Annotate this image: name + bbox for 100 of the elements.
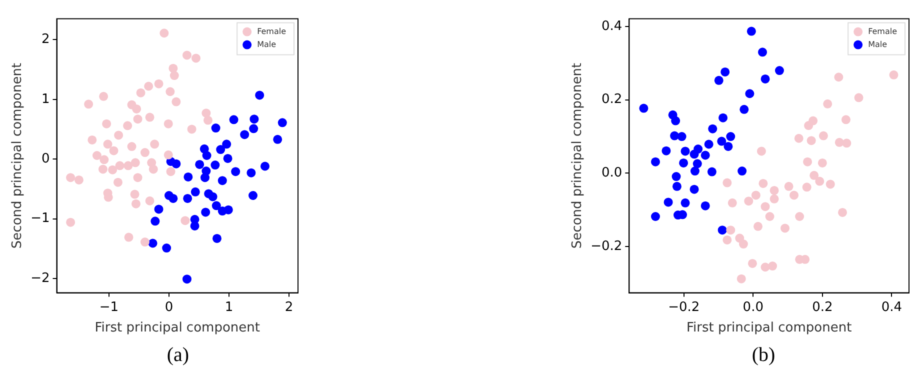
point (718, 226, 727, 235)
point (736, 274, 746, 284)
y-tick-label: 0.2 (601, 92, 622, 108)
point (210, 160, 220, 170)
point (690, 166, 700, 176)
point (748, 258, 757, 268)
point (160, 28, 169, 38)
point (724, 142, 733, 151)
point (130, 158, 140, 168)
point (720, 67, 730, 76)
point (208, 192, 218, 202)
text: (b) (750, 344, 776, 367)
point (130, 190, 140, 199)
point (838, 208, 848, 217)
point (278, 118, 287, 128)
point (650, 212, 660, 222)
point (758, 48, 768, 57)
point (692, 159, 702, 168)
y-tick-label: −0.2 (590, 238, 622, 254)
point (806, 136, 816, 146)
point (751, 190, 760, 200)
point (136, 88, 146, 98)
point (780, 224, 790, 233)
y-tick-label: 0.4 (601, 18, 622, 34)
point (255, 90, 264, 100)
point (133, 173, 142, 182)
point (231, 167, 240, 176)
point (223, 154, 232, 163)
point (700, 150, 710, 160)
point (758, 178, 768, 188)
point (745, 89, 754, 98)
point (250, 114, 259, 124)
point (145, 112, 154, 122)
point (802, 182, 812, 192)
point (744, 196, 754, 206)
point (144, 82, 154, 91)
point (680, 198, 690, 208)
point (784, 182, 794, 191)
point (818, 131, 828, 140)
legend-label: Female (257, 26, 286, 36)
point (679, 158, 688, 168)
text: (a) (166, 344, 190, 367)
point (150, 216, 160, 226)
point (834, 72, 844, 82)
point (823, 99, 832, 108)
point (195, 160, 204, 169)
y-tick-label: 0.0 (601, 166, 622, 181)
point (166, 87, 175, 96)
point (168, 194, 178, 203)
legend-label: Male (868, 40, 888, 49)
point (170, 71, 179, 80)
point (127, 142, 136, 152)
point (738, 240, 748, 249)
point (216, 145, 226, 154)
x-tick-label: 0.0 (742, 300, 764, 315)
point (790, 190, 799, 200)
point (834, 138, 844, 147)
point (756, 146, 766, 156)
point (162, 244, 172, 253)
point (114, 130, 124, 140)
point (794, 134, 804, 143)
point (212, 201, 221, 210)
point (66, 218, 76, 227)
point (240, 130, 250, 140)
point (92, 151, 102, 160)
legend-label: Female (868, 26, 898, 36)
x-tick-label: −1 (99, 300, 119, 315)
point (690, 184, 699, 194)
point (222, 140, 232, 149)
point (74, 175, 84, 184)
point (224, 205, 233, 214)
point (66, 173, 76, 182)
x-tick-label: 1 (224, 300, 234, 315)
legend-label: Male (257, 40, 276, 49)
point (184, 172, 193, 182)
point (203, 116, 212, 125)
point (180, 216, 190, 226)
point (770, 186, 779, 195)
point (187, 124, 196, 134)
point (154, 204, 164, 214)
point (662, 146, 671, 156)
y-tick-label: 2 (41, 32, 50, 48)
x-tick-label: 0.4 (881, 300, 902, 315)
point (172, 159, 181, 168)
point (182, 274, 192, 284)
point (212, 234, 222, 243)
y-tick-label: −2 (30, 270, 50, 286)
point (148, 164, 158, 174)
point (803, 157, 812, 166)
point (690, 150, 699, 159)
y-axis-title: Second principal component (10, 62, 26, 249)
point (728, 198, 737, 208)
point (98, 164, 108, 174)
point (145, 196, 154, 206)
point (765, 212, 774, 222)
point (746, 26, 756, 36)
point (704, 140, 714, 149)
point (726, 132, 736, 142)
point (826, 180, 835, 189)
point (182, 50, 192, 60)
